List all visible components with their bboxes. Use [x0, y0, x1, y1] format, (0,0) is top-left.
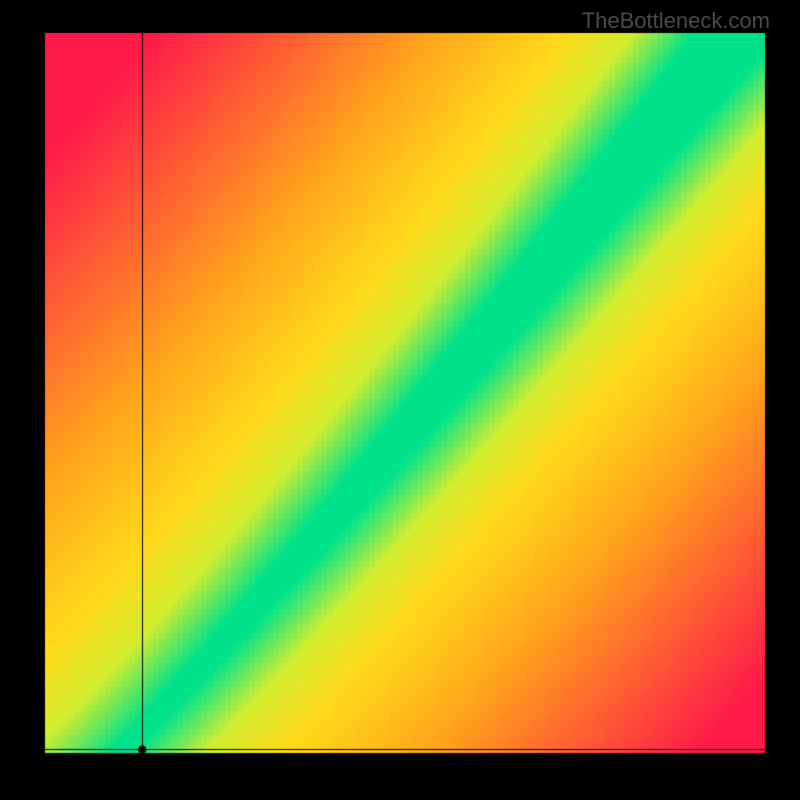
heatmap-canvas — [0, 0, 800, 800]
chart-container: TheBottleneck.com — [0, 0, 800, 800]
watermark-text: TheBottleneck.com — [582, 8, 770, 34]
